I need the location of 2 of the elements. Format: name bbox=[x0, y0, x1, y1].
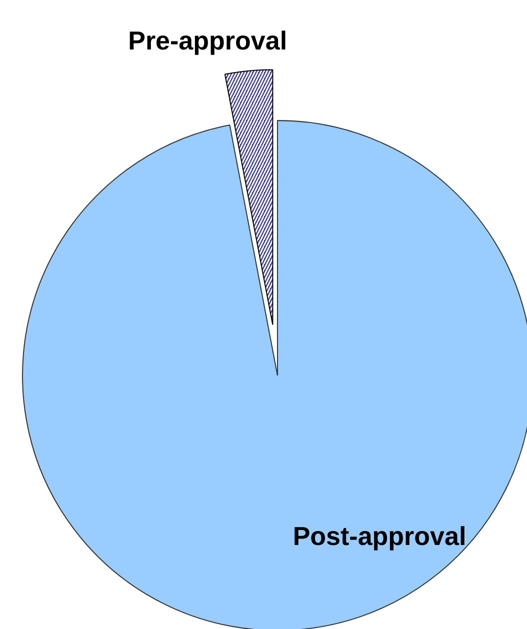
slice-label: Post-approval bbox=[292, 521, 466, 552]
slice-label: Pre-approval bbox=[128, 25, 288, 56]
